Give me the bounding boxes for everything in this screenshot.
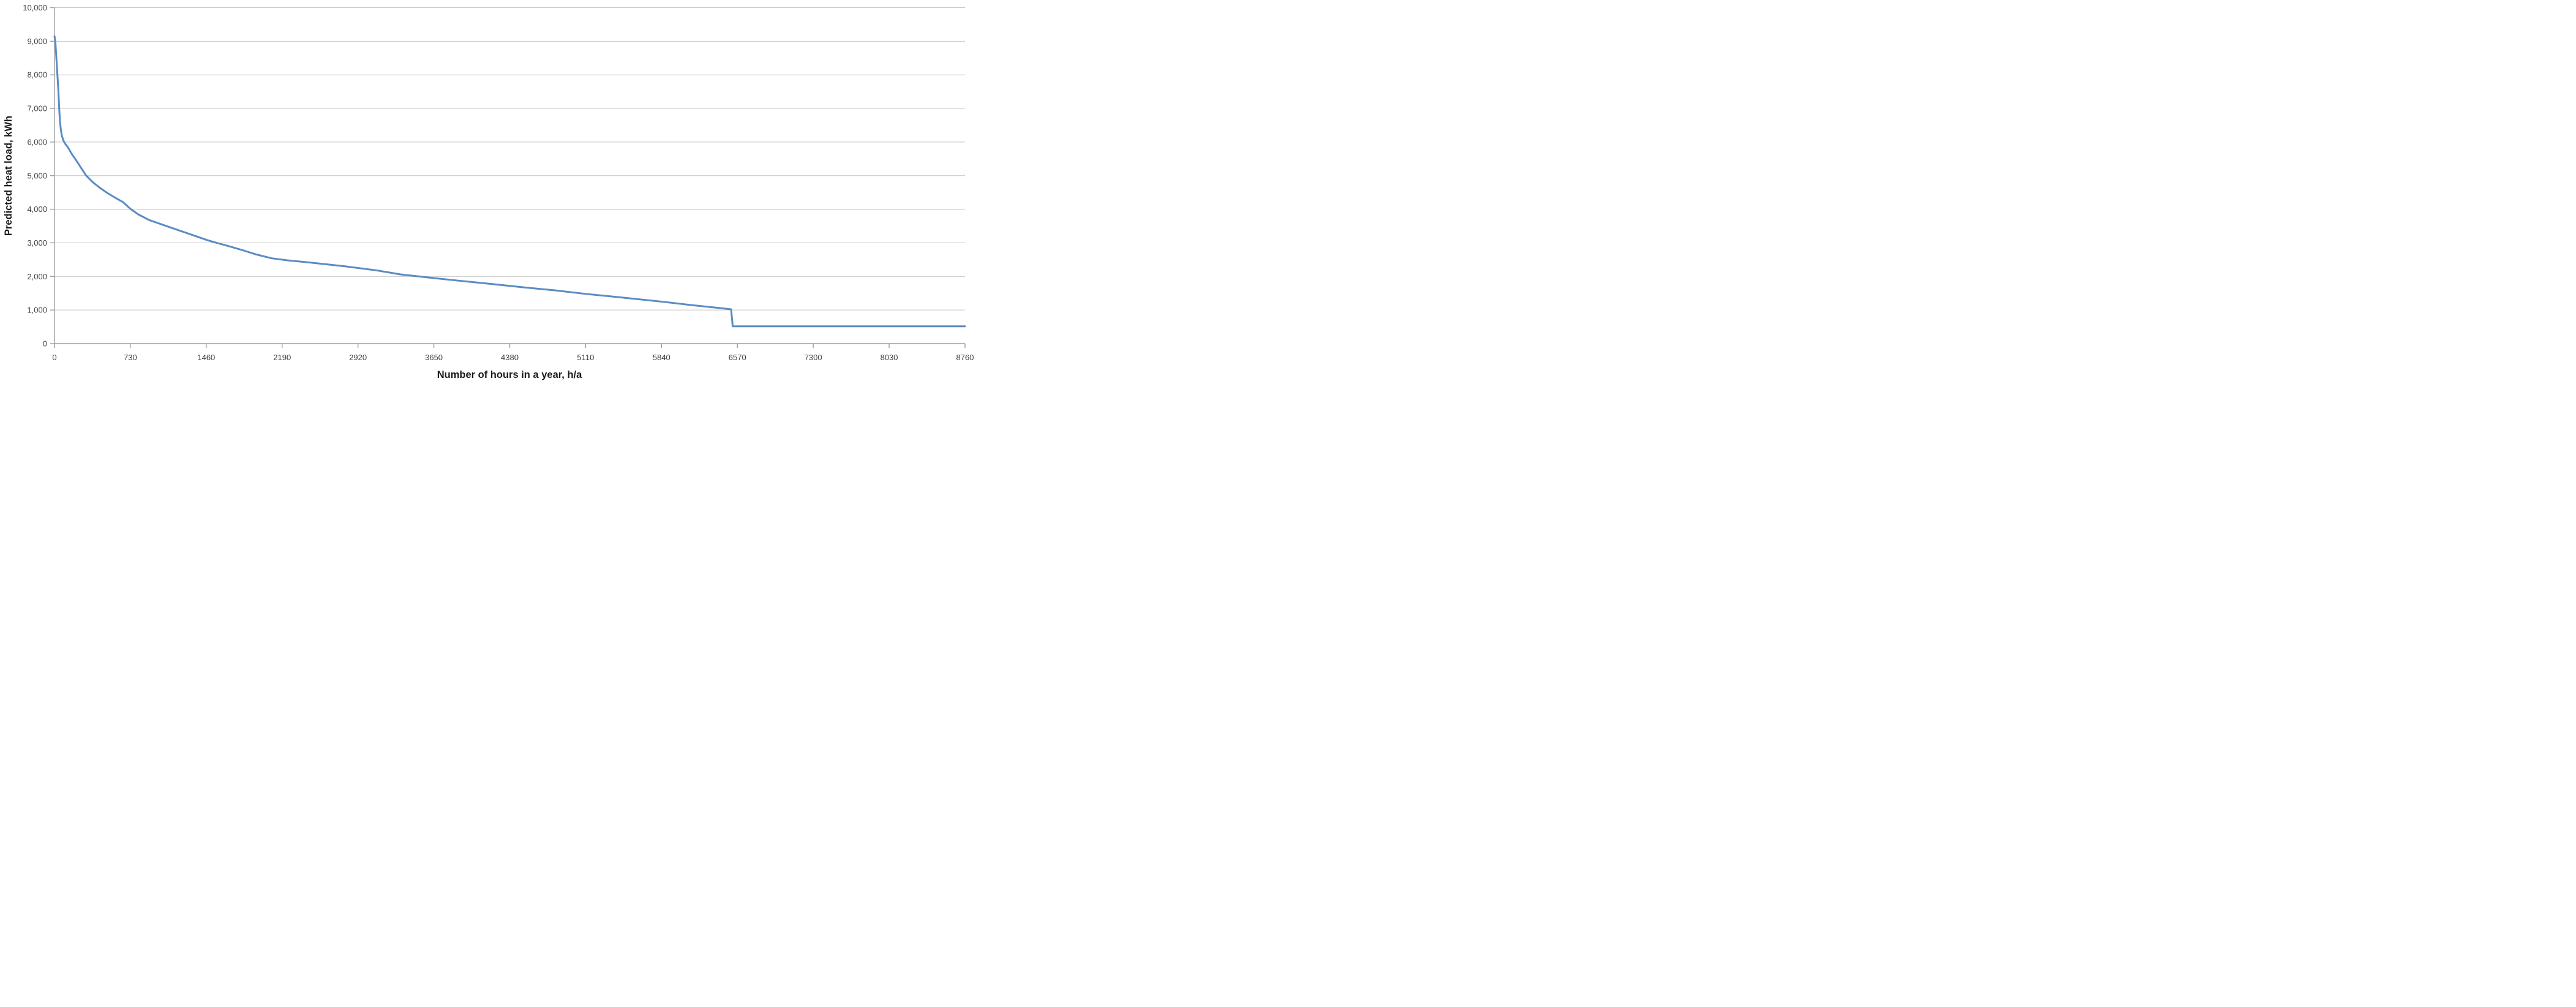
y-tick-label: 1,000 bbox=[27, 306, 47, 315]
y-axis-title: Predicted heat load, kWh bbox=[3, 116, 14, 236]
x-tick-label: 1460 bbox=[197, 353, 215, 362]
x-tick-label: 2920 bbox=[349, 353, 367, 362]
x-tick-label: 730 bbox=[124, 353, 137, 362]
axes-layer bbox=[50, 7, 966, 348]
y-tick-label: 3,000 bbox=[27, 238, 47, 247]
heat-load-series-line bbox=[53, 35, 966, 328]
tick-labels-layer: 0 1,000 2,000 3,000 4,000 5,000 6,000 7,000 8,00… bbox=[23, 3, 974, 362]
x-tick-label: 8030 bbox=[881, 353, 898, 362]
x-tick-label: 2190 bbox=[273, 353, 291, 362]
y-tick-label: 8,000 bbox=[27, 70, 47, 80]
x-tick-label: 5840 bbox=[653, 353, 670, 362]
x-axis-title: Number of hours in a year, h/a bbox=[437, 369, 582, 380]
y-tick-label: 10,000 bbox=[23, 3, 47, 12]
y-tick-label: 7,000 bbox=[27, 104, 47, 113]
load-duration-chart: 0 1,000 2,000 3,000 4,000 5,000 6,000 7,000 8,00… bbox=[0, 0, 980, 383]
gridlines-layer bbox=[54, 7, 965, 311]
x-tick-label: 6570 bbox=[729, 353, 746, 362]
x-tick-label: 0 bbox=[52, 353, 56, 362]
chart-canvas: 0 1,000 2,000 3,000 4,000 5,000 6,000 7,000 8,00… bbox=[3, 3, 974, 380]
x-tick-label: 8760 bbox=[956, 353, 974, 362]
x-tick-label: 7300 bbox=[805, 353, 822, 362]
x-tick-label: 3650 bbox=[425, 353, 443, 362]
series-layer bbox=[53, 35, 966, 328]
y-tick-label: 5,000 bbox=[27, 171, 47, 180]
y-tick-label: 4,000 bbox=[27, 205, 47, 214]
y-tick-label: 0 bbox=[43, 339, 47, 349]
y-tick-label: 6,000 bbox=[27, 137, 47, 146]
x-tick-label: 4380 bbox=[501, 353, 519, 362]
y-tick-label: 9,000 bbox=[27, 37, 47, 46]
y-tick-label: 2,000 bbox=[27, 272, 47, 281]
x-tick-label: 5110 bbox=[577, 353, 594, 362]
